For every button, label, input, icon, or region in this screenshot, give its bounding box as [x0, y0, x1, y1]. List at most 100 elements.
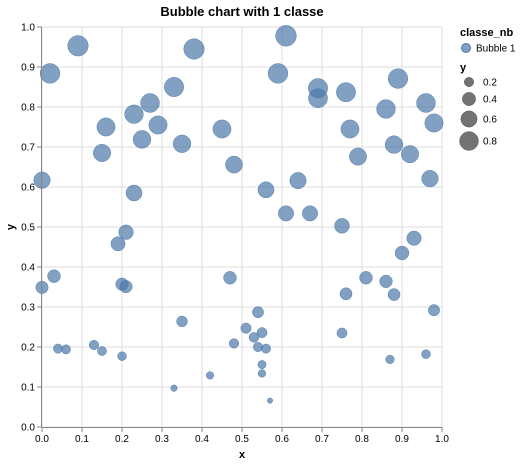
- bubble-point[interactable]: [349, 147, 367, 166]
- bubble-point[interactable]: [278, 205, 294, 222]
- x-tick-label: 0.0: [35, 434, 49, 445]
- bubble-point[interactable]: [257, 181, 275, 199]
- bubble-point[interactable]: [212, 119, 232, 139]
- bubble-point[interactable]: [385, 354, 395, 364]
- y-tick-label: 0.1: [21, 383, 35, 394]
- x-axis-title: x: [239, 449, 246, 461]
- bubble-point[interactable]: [183, 38, 205, 60]
- bubble-point[interactable]: [257, 369, 267, 378]
- y-tick-label: 1.0: [21, 23, 35, 34]
- bubble-point[interactable]: [47, 269, 61, 283]
- bubble-point[interactable]: [387, 288, 401, 301]
- y-tick-label: 0.2: [21, 343, 35, 354]
- bubble-point[interactable]: [334, 218, 350, 234]
- bubble-point[interactable]: [302, 205, 318, 222]
- bubble-point[interactable]: [336, 82, 356, 103]
- legend-size-label: 0.6: [483, 115, 497, 126]
- bubble-point[interactable]: [401, 145, 419, 164]
- bubble-point[interactable]: [421, 349, 431, 359]
- x-tick-label: 0.3: [155, 434, 169, 445]
- legend-size-label: 0.4: [483, 95, 497, 106]
- bubble-point[interactable]: [248, 332, 260, 343]
- axes: 0.0 0.1 0.2 0.3 0.4 0.5 0.6 0.7 0.8 0.9 1.0 0.0 0.1 0…: [21, 23, 449, 446]
- bubble-point[interactable]: [96, 117, 116, 137]
- bubble-point[interactable]: [289, 172, 307, 190]
- chart-title: Bubble chart with 1 classe: [160, 4, 323, 19]
- bubble-point[interactable]: [421, 170, 439, 188]
- bubble-point[interactable]: [275, 25, 297, 47]
- legend-color-title: classe_nb: [460, 27, 513, 39]
- y-tick-label: 0.4: [21, 263, 35, 274]
- y-tick-label: 0.6: [21, 183, 35, 194]
- y-axis-title: y: [5, 223, 17, 230]
- bubble-point[interactable]: [267, 63, 289, 84]
- bubble-point[interactable]: [176, 315, 188, 328]
- bubble-point[interactable]: [339, 287, 353, 301]
- x-tick-label: 1.0: [435, 434, 449, 445]
- grid: [41, 26, 443, 428]
- bubble-point[interactable]: [394, 245, 410, 261]
- legend-size-label: 0.2: [483, 78, 497, 89]
- bubble-point[interactable]: [39, 63, 61, 84]
- bubble-point[interactable]: [125, 184, 143, 202]
- y-tick-label: 0.9: [21, 63, 35, 74]
- bubble-point[interactable]: [308, 88, 328, 108]
- x-tick-label: 0.9: [395, 434, 409, 445]
- bubble-point[interactable]: [148, 115, 168, 135]
- bubble-point[interactable]: [261, 343, 271, 354]
- bubble-point[interactable]: [336, 327, 348, 339]
- bubble-point[interactable]: [359, 271, 373, 285]
- bubble-point[interactable]: [256, 327, 268, 338]
- bubble-point[interactable]: [117, 351, 127, 361]
- x-tick-label: 0.4: [195, 434, 209, 445]
- x-tick-label: 0.7: [315, 434, 329, 445]
- bubble-point[interactable]: [132, 130, 152, 149]
- legend-size-label: 0.8: [483, 137, 497, 148]
- legend-size-swatch: [460, 110, 478, 128]
- bubble-point[interactable]: [376, 99, 396, 119]
- bubble-point[interactable]: [110, 236, 126, 252]
- bubble-point[interactable]: [124, 104, 144, 124]
- bubble-point[interactable]: [223, 271, 237, 285]
- bubble-point[interactable]: [340, 119, 360, 139]
- y-tick-label: 0.0: [21, 423, 35, 434]
- legend-size-swatch: [462, 92, 476, 106]
- bubble-point[interactable]: [267, 397, 273, 404]
- legend-color-swatch: [461, 43, 471, 53]
- bubble-point[interactable]: [170, 384, 178, 392]
- bubble-point[interactable]: [88, 339, 100, 351]
- x-tick-label: 0.2: [115, 434, 129, 445]
- bubble-point[interactable]: [67, 35, 89, 57]
- y-tick-label: 0.3: [21, 303, 35, 314]
- y-tick-label: 0.5: [21, 223, 35, 234]
- bubble-point[interactable]: [424, 113, 444, 133]
- bubble-point[interactable]: [240, 322, 252, 334]
- bubble-point[interactable]: [253, 342, 263, 352]
- x-tick-label: 0.6: [275, 434, 289, 445]
- x-tick-label: 0.1: [75, 434, 89, 445]
- x-tick-label: 0.5: [235, 434, 249, 445]
- bubble-point[interactable]: [384, 135, 404, 154]
- bubble-point[interactable]: [252, 306, 264, 319]
- bubble-point[interactable]: [379, 274, 393, 288]
- bubble-point[interactable]: [93, 144, 111, 162]
- bubble-point[interactable]: [225, 155, 243, 174]
- legend-size-swatch: [459, 131, 479, 151]
- bubble-point[interactable]: [118, 224, 134, 240]
- y-tick-label: 0.8: [21, 103, 35, 114]
- bubble-point[interactable]: [416, 93, 436, 113]
- bubble-point[interactable]: [140, 93, 160, 113]
- bubble-point[interactable]: [172, 134, 192, 153]
- bubble-point[interactable]: [257, 360, 267, 369]
- bubble-point[interactable]: [61, 344, 71, 355]
- bubble-point[interactable]: [97, 346, 107, 356]
- bubble-point[interactable]: [164, 77, 184, 97]
- bubble-point[interactable]: [205, 371, 215, 380]
- bubble-point[interactable]: [406, 230, 422, 246]
- bubble-point[interactable]: [428, 304, 440, 317]
- bubble-point[interactable]: [387, 68, 409, 89]
- bubble-point[interactable]: [228, 338, 240, 349]
- bubble-point[interactable]: [119, 280, 133, 294]
- y-tick-label: 0.7: [21, 143, 35, 154]
